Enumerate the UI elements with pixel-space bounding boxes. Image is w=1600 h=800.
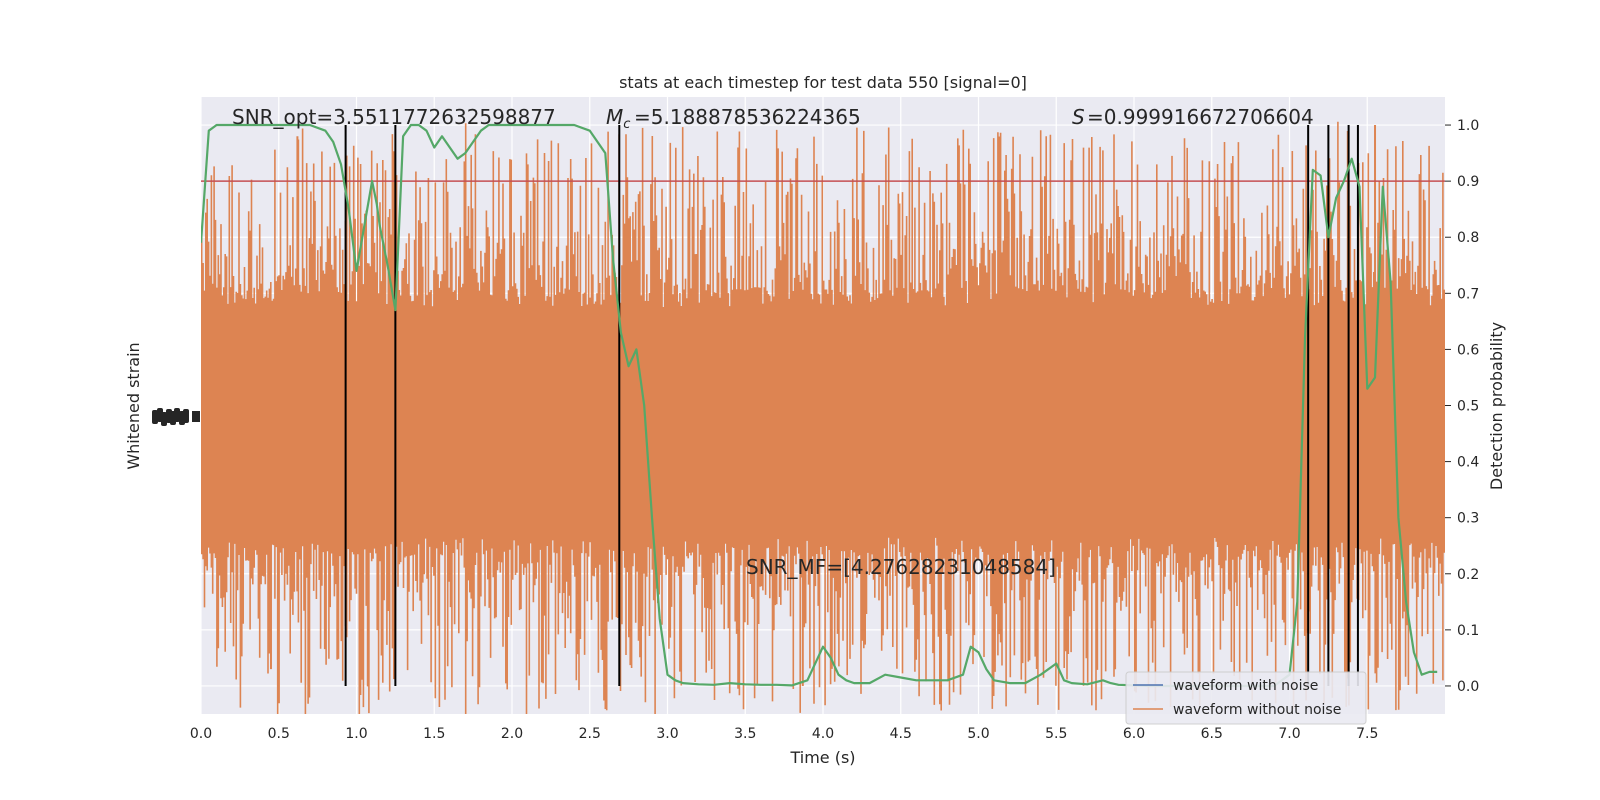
annotation-s-symbol: S xyxy=(1072,105,1085,129)
vline-layer xyxy=(344,125,1359,686)
y-axis-left xyxy=(152,408,200,426)
y-tick-label: 0.3 xyxy=(1457,511,1479,527)
x-tick-label: 1.0 xyxy=(345,726,367,742)
annotation-snr-mf: SNR_MF=[4.27628231048584] xyxy=(746,555,1056,579)
x-tick-label: 0.5 xyxy=(268,726,290,742)
x-tick-label: 7.5 xyxy=(1356,726,1378,742)
legend-box xyxy=(1125,671,1367,725)
legend-label-without-noise: waveform without noise xyxy=(1173,702,1341,718)
left-tick-glyph xyxy=(183,409,189,423)
legend: waveform with noise waveform without noi… xyxy=(1125,671,1367,725)
y-tick-label: 0.9 xyxy=(1457,174,1479,190)
annotation-mc: Mc =5.188878536224365 xyxy=(606,105,861,132)
x-tick-label: 6.0 xyxy=(1123,726,1145,742)
x-tick-label: 4.0 xyxy=(812,726,834,742)
x-tick-label: 6.5 xyxy=(1201,726,1223,742)
x-tick-label: 7.0 xyxy=(1278,726,1300,742)
y-tick-label: 1.0 xyxy=(1457,118,1479,134)
x-tick-label: 5.0 xyxy=(967,726,989,742)
y-tick-label: 0.6 xyxy=(1457,342,1479,358)
y-tick-label: 0.2 xyxy=(1457,567,1479,583)
noise-waveform-series xyxy=(201,121,1445,714)
x-tick-label: 3.0 xyxy=(656,726,678,742)
y-tick-label: 0.5 xyxy=(1457,399,1479,415)
x-tick-label: 3.5 xyxy=(734,726,756,742)
x-axis: 0.0 0.5 1.0 1.5 2.0 2.5 3.0 3.5 4.0 4.5 5.0 5.5 6.0 6… xyxy=(190,726,1379,742)
y-tick-label: 0.0 xyxy=(1457,679,1479,695)
x-tick-label: 5.5 xyxy=(1045,726,1067,742)
left-tick-glyph xyxy=(161,412,167,426)
left-tick-glyph xyxy=(152,410,158,424)
legend-label-with-noise: waveform with noise xyxy=(1173,678,1318,694)
annotation-snr-opt: SNR_opt=3.5511772632598877 xyxy=(232,105,556,129)
y-tick-label: 0.4 xyxy=(1457,455,1479,471)
x-tick-label: 2.0 xyxy=(501,726,523,742)
x-axis-label: Time (s) xyxy=(789,748,855,767)
y-axis-right: 0.0 0.1 0.2 0.3 0.4 0.5 0.6 0.7 0.8 0.9 1.0 xyxy=(1445,118,1479,695)
x-tick-label: 2.5 xyxy=(579,726,601,742)
y-axis-label-right: Detection probability xyxy=(1487,322,1506,490)
annotation-s-value: =0.999916672706604 xyxy=(1087,105,1314,129)
x-tick-label: 4.5 xyxy=(890,726,912,742)
x-tick-label: 1.5 xyxy=(423,726,445,742)
chart-title: stats at each timestep for test data 550… xyxy=(619,73,1027,92)
y-axis-label-left: Whitened strain xyxy=(124,342,143,469)
annotation-s: S =0.999916672706604 xyxy=(1072,105,1314,129)
left-tick-block xyxy=(192,411,200,422)
y-tick-label: 0.8 xyxy=(1457,230,1479,246)
x-tick-label: 0.0 xyxy=(190,726,212,742)
y-tick-label: 0.7 xyxy=(1457,286,1479,302)
y-tick-label: 0.1 xyxy=(1457,623,1479,639)
left-tick-glyph xyxy=(174,408,180,422)
annotation-mc-value: =5.188878536224365 xyxy=(634,105,861,129)
